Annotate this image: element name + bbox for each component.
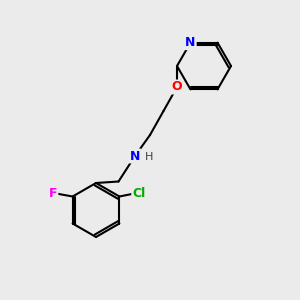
Text: H: H: [145, 152, 154, 163]
Text: Cl: Cl: [132, 187, 146, 200]
Text: F: F: [49, 187, 57, 200]
Text: O: O: [172, 80, 182, 94]
Text: N: N: [185, 36, 196, 49]
Text: N: N: [130, 149, 140, 163]
